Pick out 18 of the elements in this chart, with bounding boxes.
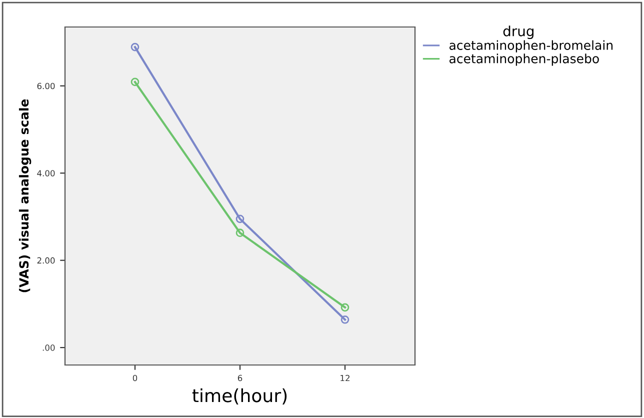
legend-label: acetaminophen-bromelain — [450, 40, 613, 52]
x-axis-title: time(hour) — [192, 388, 287, 404]
x-tick-label: 6 — [238, 374, 242, 382]
x-tick-label: 12 — [340, 374, 350, 382]
y-tick-label: .00 — [42, 344, 55, 351]
legend-title: drug — [503, 26, 534, 40]
legend-label: acetaminophen-plasebo — [450, 54, 599, 66]
point — [340, 315, 350, 324]
point — [130, 78, 140, 86]
y-tick-label: 4.00 — [37, 170, 55, 176]
y-tick-label: 2.00 — [37, 257, 55, 264]
y-tick-label: 6.00 — [37, 82, 55, 90]
y-axis-title: (VAS) visual analogue scale — [18, 99, 32, 292]
point — [130, 42, 140, 52]
x-tick-label: 0 — [132, 374, 138, 382]
point — [340, 303, 350, 312]
point — [236, 214, 244, 224]
point — [236, 228, 244, 238]
